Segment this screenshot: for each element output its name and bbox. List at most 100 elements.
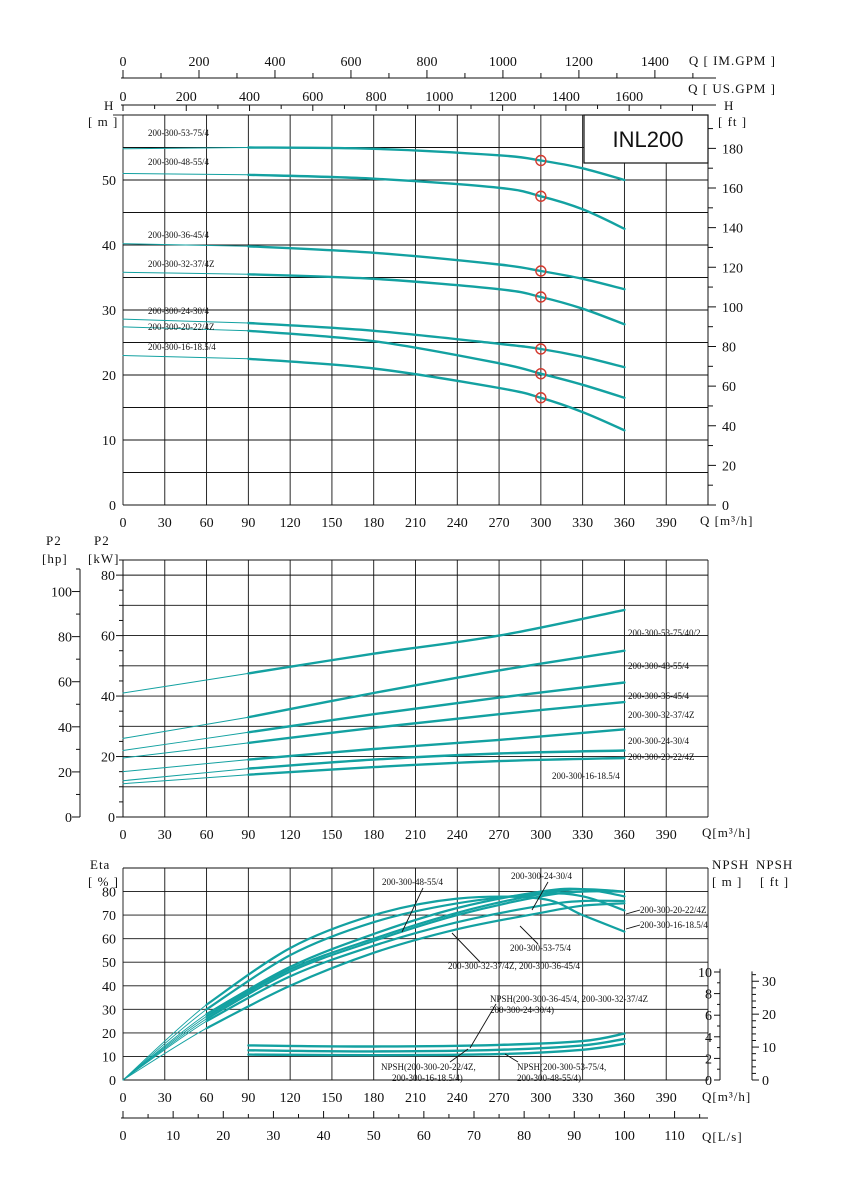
power-x-tick: 270: [489, 828, 510, 843]
imgpm-tick-label: 1000: [489, 55, 517, 70]
power-curve-thin: [122, 731, 249, 751]
head-curve-thin: [122, 271, 249, 275]
usgpm-tick-label: 1600: [615, 90, 643, 105]
head-x-tick: 0: [120, 516, 127, 531]
power-curve-thin: [122, 742, 249, 759]
power-x-tick: 30: [158, 828, 172, 843]
ft-tick-label: 0: [722, 499, 729, 514]
power-x-tick: 390: [656, 828, 677, 843]
usgpm-tick-label: 200: [176, 90, 197, 105]
eff-x-tick: 390: [656, 1091, 677, 1106]
eff-annotation: 200-300-16-18.5/4: [640, 920, 708, 930]
eff-annotation: 200-300-32-37/4Z, 200-300-36-45/4: [448, 961, 580, 971]
hp-tick-label: 20: [58, 766, 72, 781]
power-curve: [247, 649, 626, 719]
annotation-leader: [504, 1053, 519, 1063]
head-x-tick: 90: [241, 516, 255, 531]
eff-x-tick: 0: [120, 1091, 127, 1106]
power-curve: [247, 681, 626, 734]
npsh-m-tick-label: 10: [698, 966, 712, 981]
ft-tick-label: 80: [722, 341, 736, 356]
power-curve: [247, 608, 626, 675]
power-x-tick: 0: [120, 828, 127, 843]
h-m-unit: [ m ]: [88, 114, 118, 129]
hp-tick-label: 80: [58, 631, 72, 646]
ft-tick-label: 60: [722, 380, 736, 395]
p2-hp-label: P2: [46, 533, 62, 548]
ls-tick-label: 30: [266, 1129, 280, 1144]
head-x-tick: 60: [200, 516, 214, 531]
power-x-tick: 210: [405, 828, 426, 843]
imgpm-tick-label: 1200: [565, 55, 593, 70]
rated-point-marker: [535, 265, 547, 277]
head-x-tick: 240: [447, 516, 468, 531]
npsh-m-unit: [ m ]: [712, 874, 742, 889]
head-x-tick: 30: [158, 516, 172, 531]
npsh-ft-tick-label: 30: [762, 975, 776, 990]
npsh-ft-tick-label: 0: [762, 1074, 769, 1089]
head-series-label: 200-300-48-55/4: [148, 157, 209, 167]
eff-x-tick: 90: [241, 1091, 255, 1106]
bottom-xlabel: Q[m³/h]: [702, 1089, 751, 1104]
annotation-leader: [519, 925, 539, 945]
head-x-tick: 360: [614, 516, 635, 531]
npsh-m-tick-label: 4: [705, 1031, 712, 1046]
rated-point-marker: [535, 154, 547, 167]
ls-tick-label: 60: [417, 1129, 431, 1144]
head-curve: [247, 321, 626, 369]
head-x-tick: 150: [321, 516, 342, 531]
eff-x-tick: 360: [614, 1091, 635, 1106]
chart-title: INL200: [613, 127, 684, 152]
head-series-label: 200-300-16-18.5/4: [148, 342, 216, 352]
npsh-m-tick-label: 0: [705, 1074, 712, 1089]
head-curve-thin: [122, 147, 249, 150]
head-x-tick: 390: [656, 516, 677, 531]
imgpm-tick-label: 600: [340, 55, 361, 70]
imgpm-tick-label: 1400: [641, 55, 669, 70]
eta-unit: [ % ]: [88, 874, 119, 889]
kw-tick-label: 0: [108, 811, 115, 826]
ls-xlabel: Q[L/s]: [702, 1129, 743, 1144]
eff-curve: [205, 892, 626, 1011]
eff-tick-label: 70: [102, 909, 116, 924]
head-curve: [247, 245, 626, 291]
annotation-leader: [625, 924, 641, 930]
rated-point-marker: [535, 368, 547, 380]
h-ft-unit: [ ft ]: [718, 114, 747, 129]
ls-tick-label: 80: [517, 1129, 531, 1144]
eff-annotation: 200-300-16-18.5/4): [392, 1073, 463, 1083]
imgpm-tick-label: 200: [188, 55, 209, 70]
ls-tick-label: 10: [166, 1129, 180, 1144]
eff-annotation: 200-300-53-75/4: [510, 943, 571, 953]
eff-x-tick: 300: [530, 1091, 551, 1106]
usgpm-tick-label: 1400: [552, 90, 580, 105]
power-curve-thin: [122, 768, 249, 782]
npsh-ft-tick-label: 20: [762, 1008, 776, 1023]
annotation-leader: [401, 887, 424, 933]
eff-tick-label: 80: [102, 886, 116, 901]
usgpm-tick-label: 1200: [489, 90, 517, 105]
ls-tick-label: 110: [664, 1129, 684, 1144]
head-y-tick: 10: [102, 434, 116, 449]
top-axis-usgpm-label: Q [ US.GPM ]: [688, 81, 776, 96]
eff-x-tick: 120: [280, 1091, 301, 1106]
p2-kw-unit: [kW]: [88, 551, 119, 566]
head-y-tick: 50: [102, 174, 116, 189]
head-curve: [247, 173, 626, 230]
ft-tick-label: 140: [722, 222, 743, 237]
usgpm-tick-label: 0: [120, 90, 127, 105]
imgpm-tick-label: 800: [416, 55, 437, 70]
ls-tick-label: 40: [317, 1129, 331, 1144]
top-axis-imgpm-label: Q [ IM.GPM ]: [689, 53, 776, 68]
head-curve: [247, 329, 626, 399]
npsh-m-tick-label: 6: [705, 1009, 712, 1024]
power-series-label: 200-300-48-55/4: [628, 661, 689, 671]
npsh-curve: [247, 1042, 626, 1057]
ft-tick-label: 180: [722, 142, 743, 157]
head-x-tick: 300: [530, 516, 551, 531]
npsh-curve: [247, 1032, 626, 1048]
eff-curve: [205, 890, 626, 1020]
eff-tick-label: 10: [102, 1050, 116, 1065]
ft-tick-label: 20: [722, 459, 736, 474]
